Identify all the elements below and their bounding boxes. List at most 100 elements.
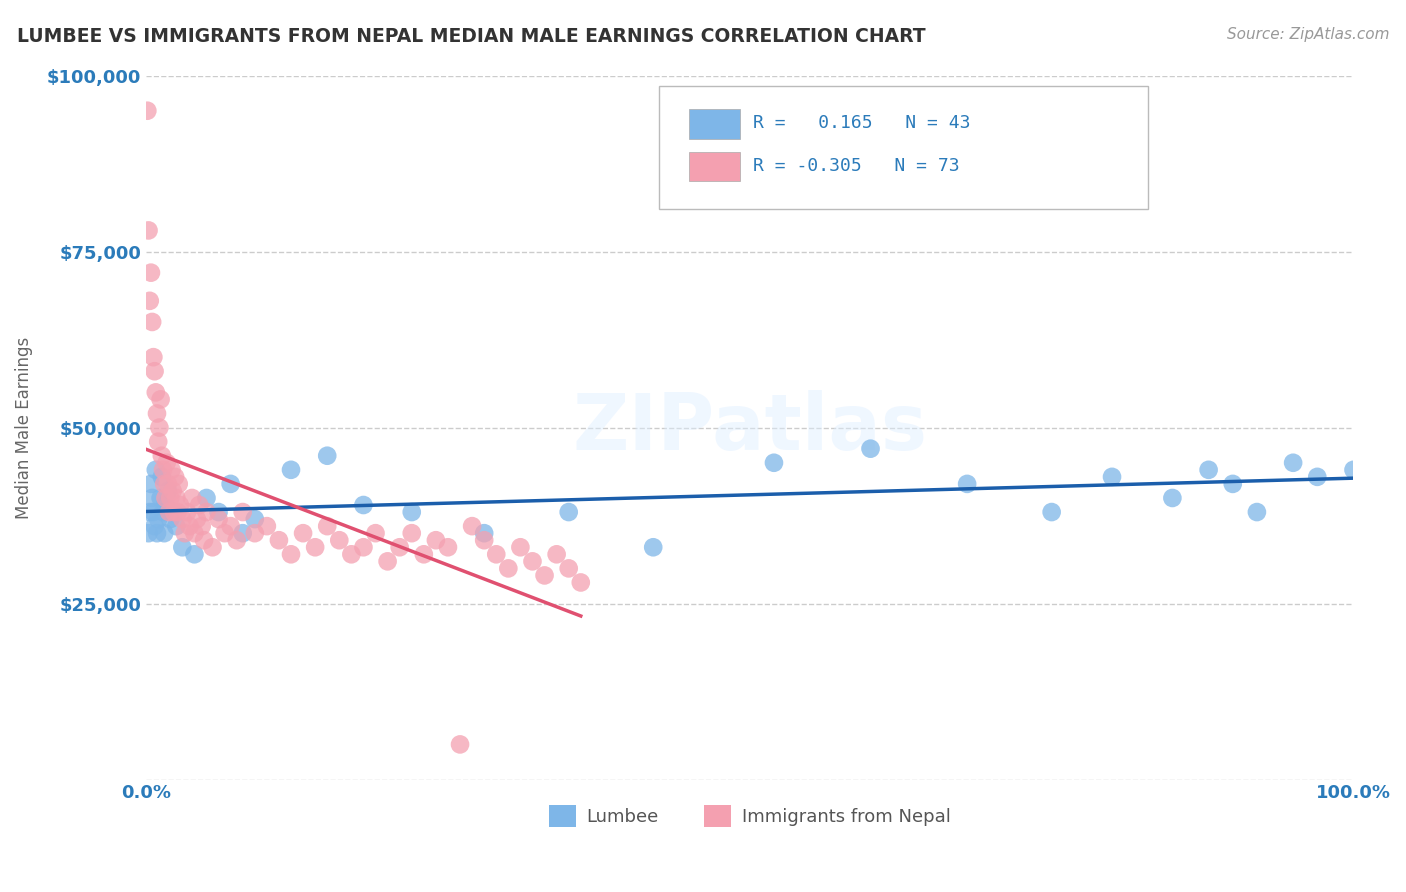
Point [280, 463, 302, 477]
Point [139, 476, 162, 491]
Point [139, 266, 162, 280]
Point [256, 519, 278, 533]
Point [1222, 476, 1244, 491]
Point [148, 512, 170, 526]
FancyBboxPatch shape [689, 110, 740, 139]
Point [153, 476, 176, 491]
Point [1282, 456, 1305, 470]
Point [232, 505, 254, 519]
Point [186, 512, 208, 526]
Point [149, 392, 172, 407]
Point [190, 519, 212, 533]
Point [1246, 505, 1268, 519]
Point [316, 519, 339, 533]
Point [219, 519, 242, 533]
Point [183, 526, 205, 541]
Y-axis label: Median Male Earnings: Median Male Earnings [15, 336, 32, 518]
Point [1101, 470, 1123, 484]
Point [522, 554, 544, 568]
Point [138, 223, 160, 237]
Point [533, 568, 555, 582]
Point [243, 512, 266, 526]
Point [316, 449, 339, 463]
Point [142, 350, 165, 364]
Point [163, 505, 186, 519]
Point [159, 512, 181, 526]
Point [461, 519, 484, 533]
Point [172, 541, 194, 555]
Point [146, 526, 169, 541]
Point [201, 541, 224, 555]
Point [762, 456, 785, 470]
Point [498, 561, 520, 575]
Text: ZIPatlas: ZIPatlas [572, 390, 928, 466]
Point [148, 420, 170, 434]
Point [155, 491, 177, 505]
Point [165, 491, 187, 505]
Point [139, 293, 162, 308]
Point [155, 498, 177, 512]
Point [150, 449, 173, 463]
Point [165, 470, 187, 484]
Point [156, 476, 179, 491]
Point [225, 533, 247, 548]
Point [243, 526, 266, 541]
Point [292, 526, 315, 541]
Point [401, 526, 423, 541]
Point [1306, 470, 1329, 484]
Point [146, 407, 169, 421]
Point [179, 519, 201, 533]
Point [181, 491, 204, 505]
Point [557, 561, 579, 575]
Point [152, 463, 174, 477]
Point [156, 483, 179, 498]
Point [173, 526, 195, 541]
Point [472, 533, 495, 548]
Point [143, 519, 166, 533]
Point [437, 541, 460, 555]
Point [1198, 463, 1220, 477]
Point [425, 533, 447, 548]
Point [485, 547, 508, 561]
Point [167, 476, 190, 491]
Point [340, 547, 363, 561]
Point [353, 498, 375, 512]
Point [152, 505, 174, 519]
Point [183, 547, 205, 561]
Point [195, 505, 218, 519]
Point [145, 385, 167, 400]
Point [232, 526, 254, 541]
Point [401, 505, 423, 519]
Point [643, 541, 665, 555]
Point [139, 505, 162, 519]
Point [1040, 505, 1063, 519]
Point [188, 498, 211, 512]
Point [328, 533, 350, 548]
Point [214, 526, 236, 541]
Point [219, 476, 242, 491]
Point [159, 491, 181, 505]
Point [377, 554, 399, 568]
Point [472, 526, 495, 541]
Point [509, 541, 531, 555]
Point [143, 364, 166, 378]
Text: R =   0.165   N = 43: R = 0.165 N = 43 [754, 114, 972, 132]
Point [353, 541, 375, 555]
Point [142, 505, 165, 519]
Point [207, 512, 229, 526]
Point [141, 491, 163, 505]
Point [138, 526, 160, 541]
Point [148, 434, 170, 449]
Point [141, 315, 163, 329]
Point [207, 505, 229, 519]
Point [1161, 491, 1184, 505]
Point [1343, 463, 1365, 477]
Point [145, 463, 167, 477]
Point [156, 456, 179, 470]
Point [150, 470, 173, 484]
Text: LUMBEE VS IMMIGRANTS FROM NEPAL MEDIAN MALE EARNINGS CORRELATION CHART: LUMBEE VS IMMIGRANTS FROM NEPAL MEDIAN M… [17, 27, 925, 45]
Point [546, 547, 568, 561]
FancyBboxPatch shape [659, 87, 1149, 210]
Point [449, 738, 471, 752]
Point [136, 103, 159, 118]
